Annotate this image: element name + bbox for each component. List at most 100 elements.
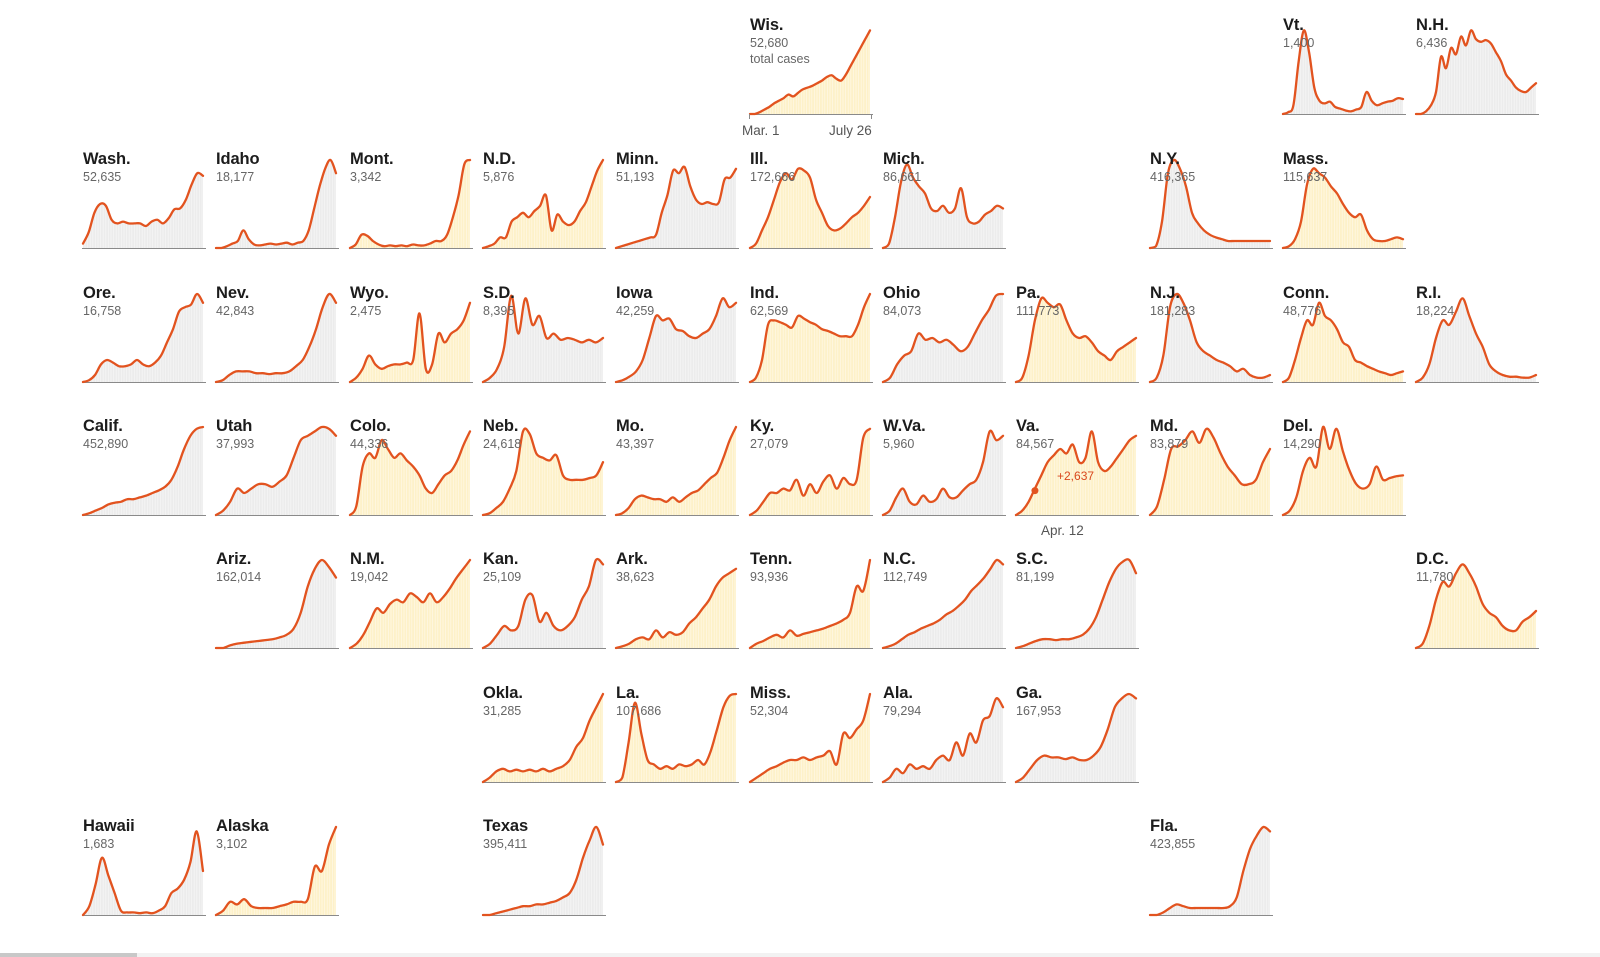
state-panel-wyo: Wyo. 2,475 [348,284,473,384]
sparkline-area [350,560,470,648]
sparkline-area [1016,559,1136,648]
state-sparkline-ga [1014,692,1139,784]
sparkline-line [1281,29,1405,116]
state-sparkline-ri [1414,297,1539,384]
state-panel-ri: R.I. 18,224 [1414,284,1539,384]
state-total-cases: 84,567 [1016,437,1055,451]
state-panel-sd: S.D. 8,395 [481,284,606,384]
state-panel-tenn: Tenn. 93,936 [748,550,873,650]
sparkline-area [750,30,870,114]
state-name: Mo. [616,417,645,435]
state-name: N.D. [483,150,516,168]
sparkline-line [748,167,872,250]
state-panel-ny: N.Y. 416,365 [1148,150,1273,250]
state-sparkline-fla [1148,825,1273,917]
state-total-cases: 111,773 [1016,304,1060,318]
sparkline-line [748,292,872,384]
state-panel-nm: N.M. 19,042 [348,550,473,650]
state-sparkline-wash [81,171,206,249]
state-sparkline-ala [881,697,1006,784]
state-total-cases: 167,953 [1016,704,1062,718]
state-sparkline-nev [214,292,339,384]
state-name: Kan. [483,550,519,568]
state-panel-ala: Ala. 79,294 [881,684,1006,784]
sparkline-area [83,831,203,915]
state-total-cases: 25,109 [483,570,522,584]
state-name: Ark. [616,550,648,568]
state-total-cases: 3,342 [350,170,382,184]
sparkline-area [1016,431,1136,515]
state-total-cases: 8,395 [483,304,515,318]
state-total-cases: 172,666 [750,170,796,184]
state-name: Mass. [1283,150,1329,168]
state-panel-calif: Calif. 452,890 [81,417,206,517]
sparkline-area [616,166,736,248]
sparkline-area [483,295,603,382]
x-axis-end-label: July 26 [829,123,872,138]
state-name: Ariz. [216,550,252,568]
state-panel-del: Del. 14,290 [1281,417,1406,517]
state-total-cases: 5,876 [483,170,515,184]
state-name: N.Y. [1150,150,1180,168]
state-sparkline-del [1281,425,1406,517]
sparkline-line [214,425,338,517]
sparkline-line [481,557,605,650]
sparkline-area [616,568,736,648]
state-total-cases: 51,193 [616,170,655,184]
state-sparkline-sd [481,294,606,384]
sparkline-line [1014,296,1138,384]
sparkline-line [481,294,605,384]
state-panel-fla: Fla. 423,855 [1148,817,1273,917]
state-panel-minn: Minn. 51,193 [614,150,739,250]
state-name: Texas [483,817,529,835]
horizontal-scrollbar-thumb[interactable] [0,953,137,957]
state-panel-texas: Texas 395,411 [481,817,606,917]
state-panel-va: Va. 84,567 [1014,417,1139,517]
state-panel-ore: Ore. 16,758 [81,284,206,384]
state-sparkline-nh [1414,29,1539,116]
sparkline-line [1281,301,1405,384]
sparkline-line [214,825,338,917]
state-sparkline-ark [614,567,739,650]
state-sparkline-minn [614,165,739,250]
sparkline-area [1283,426,1403,515]
state-sparkline-miss [748,692,873,784]
state-name: Calif. [83,417,123,435]
state-panel-ill: Ill. 172,666 [748,150,873,250]
state-panel-wva: W.Va. 5,960 [881,417,1006,517]
sparkline-area [1416,298,1536,382]
state-panel-wis: Wis. 52,680 total cases [748,16,873,119]
state-sparkline-okla [481,692,606,784]
sparkline-line [481,692,605,784]
state-name: Idaho [216,150,260,168]
state-name: Del. [1283,417,1313,435]
state-name: Ga. [1016,684,1043,702]
state-panel-miss: Miss. 52,304 [748,684,873,784]
sparkline-area [216,293,336,382]
state-sparkline-vt [1281,29,1406,116]
sparkline-area [216,159,336,248]
sparkline-area [1283,30,1403,114]
state-name: Minn. [616,150,659,168]
state-total-cases: 52,680 [750,36,789,50]
state-total-cases: 42,843 [216,304,255,318]
sparkline-area [1016,694,1136,782]
state-panel-nd: N.D. 5,876 [481,150,606,250]
state-panel-ark: Ark. 38,623 [614,550,739,650]
sparkline-area [483,826,603,915]
state-total-cases: 48,776 [1283,304,1322,318]
state-panel-la: La. 107,686 [614,684,739,784]
state-sparkline-alaska [214,825,339,917]
state-panel-nj: N.J. 181,283 [1148,284,1273,384]
sparkline-area [616,694,736,782]
state-panel-mass: Mass. 115,637 [1281,150,1406,250]
sparkline-area [1016,297,1136,382]
horizontal-scrollbar-track[interactable] [0,953,1600,957]
state-panel-colo: Colo. 44,336 [348,417,473,517]
sparkline-area [1150,826,1270,915]
state-name: La. [616,684,640,702]
sparkline-area [750,428,870,515]
sparkline-line [881,429,1005,517]
sparkline-line [881,697,1005,784]
state-name: N.H. [1416,16,1449,34]
